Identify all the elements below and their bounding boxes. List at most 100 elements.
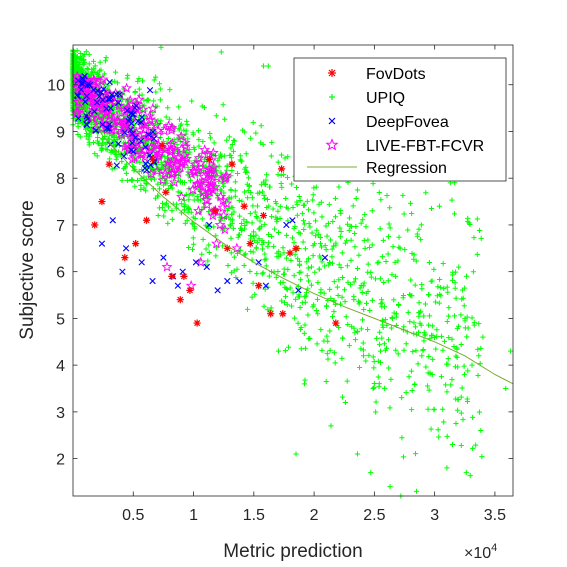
upiq-point — [430, 323, 436, 329]
upiq-point — [375, 374, 381, 380]
live-point — [179, 149, 191, 161]
upiq-point — [221, 190, 227, 196]
upiq-point — [112, 69, 119, 75]
upiq-point — [228, 216, 234, 223]
upiq-point — [165, 204, 172, 210]
upiq-point — [229, 211, 235, 217]
upiq-point — [302, 322, 308, 328]
x-axis-ticks: 0.5 1 1.5 2 2.5 3 3.5 — [122, 45, 506, 524]
upiq-point — [167, 87, 173, 93]
upiq-point — [361, 280, 367, 286]
upiq-point — [303, 293, 309, 299]
fovdots-point — [180, 272, 188, 280]
deepfovea-point — [283, 221, 290, 229]
upiq-point — [96, 68, 103, 74]
upiq-point — [451, 313, 458, 319]
fovdots-point — [142, 216, 151, 224]
upiq-point — [361, 306, 367, 313]
upiq-point — [330, 218, 336, 225]
y-tick-label: 8 — [56, 171, 65, 188]
upiq-point — [469, 315, 475, 321]
upiq-point — [377, 329, 383, 335]
upiq-point — [105, 136, 111, 142]
fovdots-point — [279, 310, 287, 318]
upiq-point — [444, 465, 450, 471]
upiq-point — [413, 488, 420, 494]
upiq-point — [111, 134, 117, 141]
upiq-point — [122, 165, 128, 171]
upiq-point — [373, 399, 379, 405]
legend-marker-upiq — [329, 94, 335, 100]
live-point — [218, 209, 230, 221]
upiq-point — [409, 407, 415, 413]
fovdots-point — [121, 254, 129, 262]
upiq-point — [311, 302, 317, 308]
upiq-point — [356, 364, 363, 371]
upiq-point — [78, 50, 84, 57]
upiq-point — [155, 181, 161, 187]
upiq-point — [192, 215, 198, 222]
upiq-point — [454, 407, 461, 413]
live-point — [98, 85, 110, 97]
upiq-point — [243, 164, 249, 170]
deepfovea-point — [142, 143, 149, 151]
upiq-point — [444, 433, 450, 439]
deepfovea-point — [82, 98, 89, 106]
upiq-point — [313, 184, 319, 190]
legend-label-deepfovea: DeepFovea — [366, 114, 449, 131]
live-point — [187, 183, 199, 195]
deepfovea-point — [100, 86, 107, 93]
upiq-point — [215, 158, 221, 164]
upiq-point — [254, 203, 261, 209]
upiq-point — [365, 326, 371, 333]
upiq-point — [458, 312, 464, 318]
upiq-point — [438, 333, 445, 339]
upiq-point — [157, 97, 163, 103]
upiq-point — [284, 302, 290, 308]
upiq-point — [304, 198, 310, 204]
upiq-point — [334, 284, 340, 290]
upiq-point — [385, 251, 391, 257]
upiq-point — [354, 187, 361, 193]
live-point — [207, 209, 219, 221]
upiq-point — [97, 59, 103, 65]
live-point — [200, 173, 212, 185]
upiq-point — [234, 170, 241, 177]
live-point — [104, 88, 116, 99]
upiq-point — [250, 249, 256, 255]
deepfovea-point — [74, 91, 81, 99]
y-axis-title: Subjective score — [17, 200, 38, 339]
upiq-point — [339, 394, 346, 400]
upiq-point — [242, 226, 248, 232]
live-point — [126, 153, 138, 165]
upiq-point — [211, 224, 217, 230]
upiq-point — [375, 358, 381, 364]
upiq-point — [478, 235, 484, 241]
upiq-point — [359, 317, 366, 323]
upiq-point — [244, 169, 250, 176]
upiq-point — [276, 249, 282, 255]
upiq-point — [207, 130, 213, 137]
upiq-point — [232, 193, 238, 199]
y-axis-ticks: 2 3 4 5 6 7 8 9 10 — [47, 78, 513, 469]
live-point — [169, 162, 181, 174]
upiq-point — [230, 205, 236, 211]
upiq-point — [356, 301, 362, 307]
upiq-point — [244, 219, 250, 225]
deepfovea-point — [138, 259, 145, 266]
upiq-point — [259, 271, 265, 277]
live-point — [166, 124, 177, 135]
upiq-point — [213, 113, 219, 119]
upiq-point — [169, 208, 175, 214]
upiq-point — [329, 246, 335, 252]
upiq-point — [473, 442, 479, 448]
upiq-point — [453, 295, 459, 301]
upiq-point — [151, 98, 157, 104]
live-point — [219, 223, 231, 235]
upiq-point — [378, 197, 384, 203]
upiq-point — [190, 241, 197, 247]
live-point — [208, 161, 219, 173]
deepfovea-point — [91, 108, 98, 115]
upiq-point — [458, 410, 464, 416]
live-point — [201, 194, 213, 205]
